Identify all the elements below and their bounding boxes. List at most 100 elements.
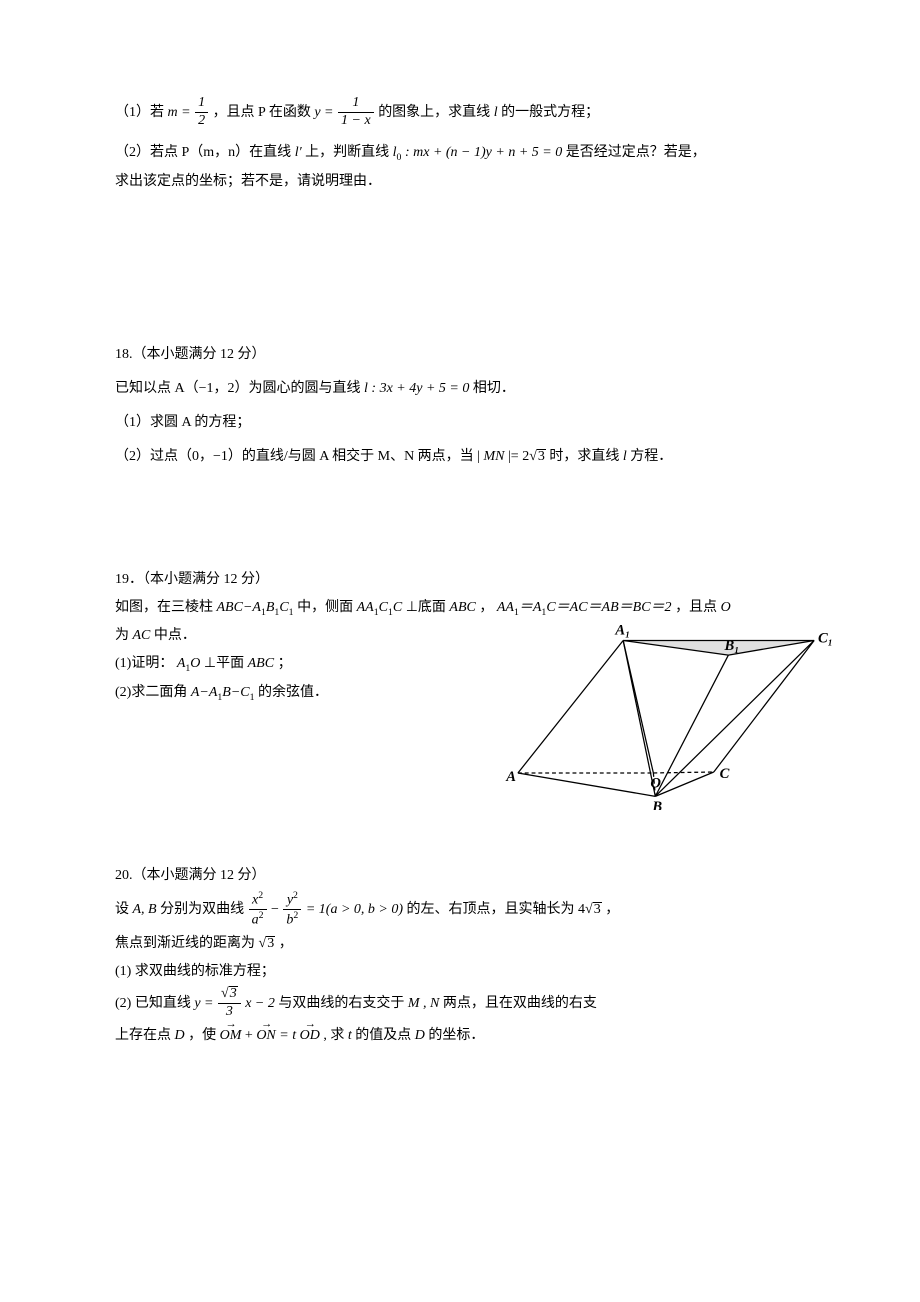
- sqrt-arg: 3: [229, 986, 238, 1001]
- spacer: [115, 241, 805, 341]
- math: AC: [133, 628, 151, 643]
- text: 上存在点: [115, 1028, 171, 1043]
- text: 相切．: [473, 381, 515, 396]
- p18-part2: （2）过点（0，−1）的直线/与圆 A 相交于 M、N 两点，当 | MN |=…: [115, 443, 805, 471]
- svg-text:C: C: [720, 766, 730, 782]
- numerator: 1: [195, 95, 208, 113]
- text: 中，侧面: [297, 600, 357, 615]
- text: 的一般式方程；: [501, 105, 599, 120]
- numerator: √3: [218, 986, 241, 1004]
- text: 如图，在三棱柱: [115, 600, 217, 615]
- p20-part1: (1) 求双曲线的标准方程；: [115, 958, 805, 986]
- math: l: [494, 105, 498, 120]
- text: 方程．: [630, 449, 672, 464]
- svg-text:O: O: [650, 776, 661, 792]
- text: ，: [479, 600, 493, 615]
- problem-17-continued: （1）若 m = 1 2 ，且点 P 在函数 y = 1 1 − x 的图象上，…: [115, 95, 805, 196]
- p17-part2b: 求出该定点的坐标；若不是，请说明理由．: [115, 168, 805, 196]
- math: M , N: [408, 996, 440, 1011]
- math: l : 3x + 4y + 5 = 0: [364, 381, 469, 396]
- problem-18: 18.（本小题满分 12 分） 已知以点 A（−1，2）为圆心的圆与直线 l :…: [115, 341, 805, 471]
- text: ；: [278, 656, 292, 671]
- text: (1)证明：: [115, 656, 173, 671]
- svg-text:A: A: [505, 769, 516, 785]
- p17-part2a: （2）若点 P（m，n）在直线 l′ 上，判断直线 l0 : mx + (n −…: [115, 139, 805, 167]
- vector: ON: [256, 1022, 275, 1050]
- text: 两点，且在双曲线的右支: [443, 996, 597, 1011]
- text: 的值及点: [355, 1028, 411, 1043]
- text: 已知以点 A（−1，2）为圆心的圆与直线: [115, 381, 364, 396]
- math: t: [348, 1028, 352, 1043]
- text: 设: [115, 902, 129, 917]
- text: 与双曲线的右支交于: [278, 996, 404, 1011]
- text: 分别为双曲线: [160, 902, 244, 917]
- text: ，且点: [675, 600, 721, 615]
- math: l′: [295, 145, 302, 160]
- math: AA1C1C: [357, 600, 403, 615]
- denominator: b2: [283, 910, 301, 929]
- math: A1O: [177, 656, 201, 671]
- text: （2）过点（0，−1）的直线/与圆 A 相交于 M、N 两点，当: [115, 449, 477, 464]
- p20-part2a: (2) 已知直线 y = √3 3 x − 2 与双曲线的右支交于 M , N …: [115, 986, 805, 1022]
- text: 上，判断直线: [305, 145, 393, 160]
- denominator: 2: [195, 113, 208, 130]
- sqrt: √3: [259, 930, 276, 958]
- text: 的坐标．: [428, 1028, 484, 1043]
- vector: OD: [300, 1022, 320, 1050]
- p20-stem2: 焦点到渐近线的距离为 √3 ，: [115, 930, 805, 958]
- math: ABC: [248, 656, 274, 671]
- sqrt: √3: [585, 892, 602, 928]
- svg-text:B: B: [651, 799, 662, 810]
- denominator: 1 − x: [338, 113, 374, 130]
- numerator: 1: [338, 95, 374, 113]
- svg-text:C₁: C₁: [818, 630, 833, 646]
- math: AA1＝A1C＝AC＝AB＝BC＝2: [497, 600, 672, 615]
- math: x − 2: [245, 996, 275, 1011]
- text: ⊥平面: [204, 656, 248, 671]
- text: 为: [115, 628, 133, 643]
- plus: +: [245, 1028, 256, 1043]
- minus: −: [271, 902, 282, 917]
- math: = 1(a > 0, b > 0): [306, 902, 403, 917]
- text: 焦点到渐近线的距离为: [115, 936, 255, 951]
- math: y =: [314, 105, 333, 120]
- math: D: [415, 1028, 425, 1043]
- text: 中点．: [154, 628, 196, 643]
- p17-part1: （1）若 m = 1 2 ，且点 P 在函数 y = 1 1 − x 的图象上，…: [115, 95, 805, 131]
- numerator: x2: [249, 890, 267, 910]
- math: ABC: [449, 600, 475, 615]
- math: y =: [194, 996, 217, 1011]
- fraction: 1 1 − x: [338, 95, 374, 130]
- text: 是否经过定点？若是，: [566, 145, 706, 160]
- eq: = t: [279, 1028, 296, 1043]
- p19-header: 19．（本小题满分 12 分）: [115, 566, 805, 594]
- sqrt: √3: [529, 443, 546, 471]
- text: 的图象上，求直线: [378, 105, 494, 120]
- math: ABC−A1B1C1: [217, 600, 294, 615]
- text: , 求: [323, 1028, 344, 1043]
- math: A−A1B−C1: [191, 685, 255, 700]
- p20-part2b: 上存在点 D ，使 OM + ON = t OD , 求 t 的值及点 D 的坐…: [115, 1022, 805, 1050]
- text: 的左、右顶点，且实轴长为: [407, 902, 575, 917]
- val: 4: [578, 902, 585, 917]
- p20-stem1: 设 A, B 分别为双曲线 x2 a2 − y2 b2 = 1(a > 0, b…: [115, 890, 805, 930]
- text: 时，求直线: [549, 449, 623, 464]
- numerator: y2: [283, 890, 301, 910]
- p20-header: 20.（本小题满分 12 分）: [115, 862, 805, 890]
- math: l0 : mx + (n − 1)y + n + 5 = 0: [393, 145, 563, 160]
- svg-text:A₁: A₁: [614, 623, 630, 639]
- math: m =: [168, 105, 191, 120]
- math: l: [623, 449, 627, 464]
- p19-part2: (2)求二面角 A−A1B−C1 的余弦值．: [115, 679, 495, 707]
- sqrt-arg: 3: [593, 902, 602, 917]
- sqrt-arg: 3: [537, 449, 546, 464]
- math: D: [175, 1028, 185, 1043]
- text: (2) 已知直线: [115, 996, 191, 1011]
- prism-diagram: ABCOA₁B₁C₁: [500, 620, 835, 810]
- math: | MN |=: [477, 449, 522, 464]
- fraction: x2 a2: [249, 890, 267, 930]
- problem-20: 20.（本小题满分 12 分） 设 A, B 分别为双曲线 x2 a2 − y2…: [115, 862, 805, 1050]
- text: ，: [605, 902, 619, 917]
- spacer: [115, 516, 805, 566]
- fraction: 1 2: [195, 95, 208, 130]
